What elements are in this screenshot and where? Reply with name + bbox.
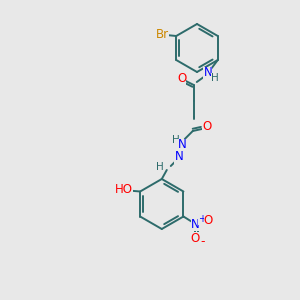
- Text: O: O: [191, 232, 200, 245]
- Text: -: -: [200, 235, 205, 248]
- Text: +: +: [198, 214, 206, 224]
- Text: N: N: [203, 67, 212, 80]
- Text: HO: HO: [115, 183, 133, 196]
- Text: Br: Br: [156, 28, 169, 41]
- Text: O: O: [204, 214, 213, 227]
- Text: H: H: [211, 73, 219, 83]
- Text: N: N: [174, 151, 183, 164]
- Text: H: H: [156, 162, 164, 172]
- Text: N: N: [177, 139, 186, 152]
- Text: O: O: [177, 73, 186, 85]
- Text: H: H: [172, 135, 180, 145]
- Text: N: N: [191, 218, 200, 231]
- Text: O: O: [202, 121, 212, 134]
